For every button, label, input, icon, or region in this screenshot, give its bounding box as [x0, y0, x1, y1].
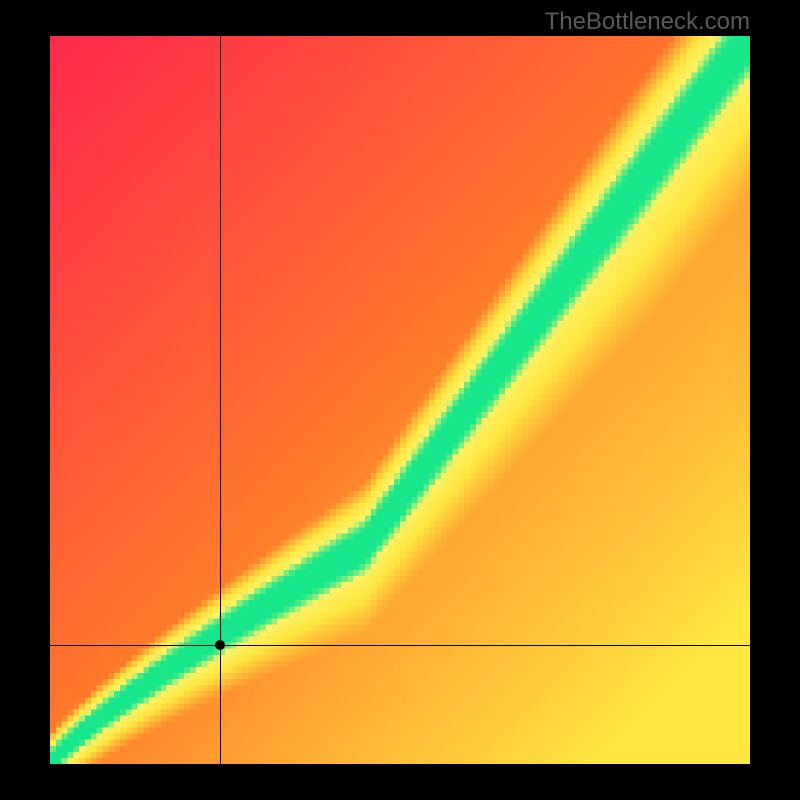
crosshair-horizontal: [50, 645, 750, 646]
heatmap-canvas: [50, 36, 750, 764]
plot-area: [50, 36, 750, 764]
crosshair-vertical: [220, 36, 221, 764]
watermark-text: TheBottleneck.com: [545, 8, 750, 36]
chart-container: TheBottleneck.com: [0, 0, 800, 800]
marker-dot: [215, 640, 225, 650]
